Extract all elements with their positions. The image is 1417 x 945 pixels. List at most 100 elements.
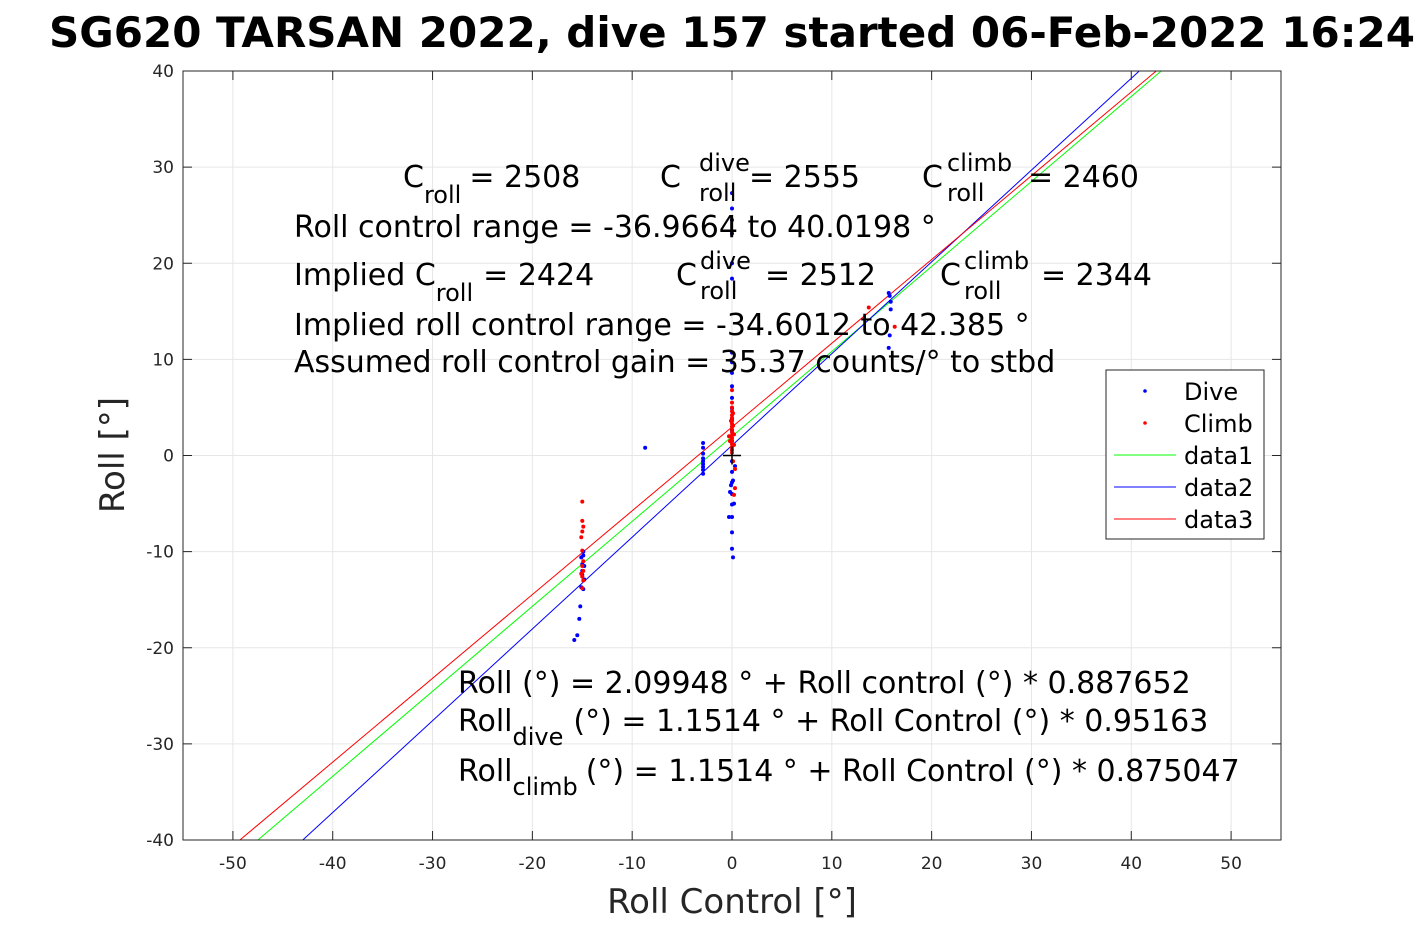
point-climb <box>730 400 734 405</box>
point-climb <box>580 518 585 523</box>
annotation-implied-c-roll-dive: C dive roll = 2512 <box>676 247 876 305</box>
point-climb <box>581 524 586 529</box>
point-dive <box>730 276 734 281</box>
data-layer <box>239 71 1162 840</box>
x-tick-label: 50 <box>1220 854 1242 874</box>
point-climb <box>730 427 734 432</box>
point-climb <box>730 388 734 393</box>
point-dive <box>578 604 583 609</box>
point-climb <box>730 405 734 410</box>
svg-text:roll: roll <box>700 277 737 305</box>
point-dive <box>730 370 734 375</box>
point-dive <box>730 384 734 389</box>
point-dive <box>730 231 734 236</box>
point-climb <box>580 499 585 504</box>
legend-data3-label: data3 <box>1184 506 1253 534</box>
point-climb <box>730 436 734 441</box>
point-dive <box>731 501 736 506</box>
point-dive <box>701 462 706 467</box>
point-dive <box>572 638 577 643</box>
point-dive <box>701 459 706 464</box>
point-dive <box>730 555 735 560</box>
legend-data1-label: data1 <box>1184 442 1253 470</box>
point-dive <box>701 456 706 461</box>
y-tick-label: 40 <box>152 62 174 82</box>
point-dive <box>701 445 706 450</box>
legend-data2-label: data2 <box>1184 474 1253 502</box>
point-climb <box>731 442 736 447</box>
point-dive <box>730 261 734 266</box>
svg-text:= 2460: = 2460 <box>1028 160 1139 195</box>
point-climb <box>580 564 585 569</box>
point-climb <box>730 423 735 428</box>
point-dive <box>887 293 892 298</box>
y-tick-label: 10 <box>152 350 174 370</box>
annotation-c-roll-dive: C dive roll = 2555 <box>660 149 860 207</box>
point-dive <box>730 530 734 535</box>
annotation-c-roll: Croll = 2508 <box>403 160 580 209</box>
point-dive <box>579 555 584 560</box>
point-climb <box>730 418 734 423</box>
annotation-c-roll-climb: C climb roll = 2460 <box>922 149 1139 207</box>
point-dive <box>730 469 734 474</box>
annotation-implied-c-roll: Implied Croll = 2424 <box>294 258 594 307</box>
point-climb <box>581 559 586 564</box>
x-tick-label: -10 <box>618 854 646 874</box>
svg-text:= 2512: = 2512 <box>765 258 876 293</box>
legend-climb-marker <box>1143 421 1147 425</box>
chart-title: SG620 TARSAN 2022, dive 157 started 06-F… <box>49 8 1415 57</box>
point-climb <box>732 486 737 491</box>
x-tick-label: -50 <box>219 854 247 874</box>
point-climb <box>580 529 585 534</box>
point-dive <box>886 345 891 350</box>
svg-text:C: C <box>940 258 961 293</box>
annotation-fit-dive: Rolldive (°) = 1.1514 ° + Roll Control (°… <box>458 704 1208 751</box>
point-dive <box>732 464 737 469</box>
x-tick-label: 20 <box>921 854 943 874</box>
legend-climb-label: Climb <box>1184 410 1253 438</box>
point-dive <box>701 465 706 470</box>
point-climb <box>730 416 734 421</box>
y-tick-label: -10 <box>146 543 174 563</box>
x-tick-label: 0 <box>727 854 738 874</box>
x-tick-label: 10 <box>821 854 843 874</box>
series-line-data3 <box>239 71 1157 840</box>
point-climb <box>730 439 734 444</box>
y-tick-label: -40 <box>146 831 174 851</box>
x-tick-label: -30 <box>419 854 447 874</box>
y-tick-label: 20 <box>152 254 174 274</box>
point-climb <box>579 535 584 540</box>
point-climb <box>731 492 736 497</box>
x-tick-label: 40 <box>1120 854 1142 874</box>
annotation-fit-all: Roll (°) = 2.09948 ° + Roll control (°) … <box>458 666 1191 701</box>
y-tick-label: -20 <box>146 639 174 659</box>
point-dive <box>730 360 734 365</box>
point-dive <box>701 451 706 456</box>
svg-text:climb: climb <box>947 149 1012 177</box>
legend-dive-marker <box>1143 389 1147 393</box>
legend: Dive Climb data1 data2 data3 <box>1105 369 1265 540</box>
point-climb <box>581 568 586 573</box>
point-climb <box>581 578 586 583</box>
point-dive <box>730 395 734 400</box>
tick-labels: -50 -40 -30 -20 -10 0 10 20 30 40 50 -40 -30 -20 -10 0 1… <box>146 62 1242 874</box>
point-dive <box>887 333 892 338</box>
point-dive <box>701 441 706 446</box>
point-climb <box>730 411 735 416</box>
point-climb <box>731 432 736 437</box>
svg-text:dive: dive <box>699 149 750 177</box>
annotation-roll-control-range: Roll control range = -36.9664 to 40.0198… <box>294 210 936 245</box>
point-dive <box>730 515 734 520</box>
svg-text:roll: roll <box>699 179 736 207</box>
svg-text:dive: dive <box>700 247 751 275</box>
point-climb <box>732 466 737 471</box>
point-dive <box>730 478 735 483</box>
tick-marks <box>183 70 1281 841</box>
svg-text:roll: roll <box>947 179 984 207</box>
y-tick-label: 30 <box>152 158 174 178</box>
point-dive <box>730 217 734 222</box>
series-line-data1 <box>257 71 1162 840</box>
point-dive <box>727 515 732 520</box>
point-dive <box>701 467 706 472</box>
